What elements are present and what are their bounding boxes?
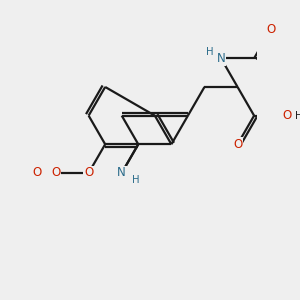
Text: O: O [283,109,292,122]
Text: O: O [266,23,275,36]
Text: O: O [51,167,60,179]
Text: N: N [217,52,225,65]
Text: O: O [84,167,93,179]
Text: N: N [117,167,126,179]
Text: O: O [51,167,60,179]
Text: H: H [295,111,300,121]
Text: O: O [33,167,42,179]
Text: H: H [131,176,139,185]
Text: H: H [206,47,213,57]
Text: O: O [233,138,242,151]
